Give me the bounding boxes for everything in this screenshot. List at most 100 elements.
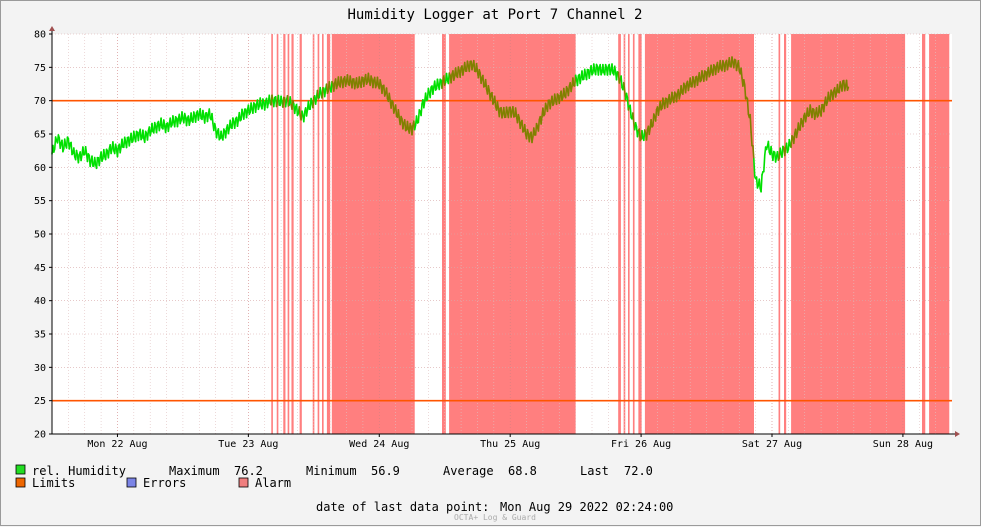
series-segment <box>166 124 167 133</box>
series-segment <box>86 147 87 154</box>
watermark-text: OCTA+ Log & Guard <box>454 513 536 522</box>
series-segment <box>350 76 351 81</box>
y-tick-label: 65 <box>34 130 46 141</box>
series-segment <box>806 116 807 122</box>
series-segment <box>511 111 512 117</box>
series-segment <box>541 117 542 124</box>
series-segment <box>299 107 300 116</box>
series-segment <box>495 96 496 106</box>
series-segment <box>129 139 130 146</box>
series-segment <box>106 149 107 159</box>
series-segment <box>287 96 288 106</box>
series-segment <box>182 112 183 119</box>
series-segment <box>707 72 708 79</box>
series-segment <box>516 108 517 116</box>
x-tick-label: Sun 28 Aug <box>873 439 933 450</box>
series-segment <box>433 87 434 94</box>
series-segment <box>492 93 493 104</box>
series-segment <box>207 115 208 122</box>
series-segment <box>460 68 461 77</box>
series-segment <box>290 97 291 105</box>
x-tick-label: Sat 27 Aug <box>742 439 802 450</box>
series-segment <box>403 123 404 129</box>
series-segment <box>649 128 650 134</box>
series-segment <box>720 61 721 69</box>
series-segment <box>612 64 613 73</box>
series-segment <box>474 61 475 72</box>
y-tick-label: 55 <box>34 196 46 207</box>
series-segment <box>550 102 551 109</box>
series-segment <box>729 58 730 67</box>
series-segment <box>343 79 344 88</box>
series-segment <box>74 148 75 157</box>
series-segment <box>695 77 696 87</box>
series-segment <box>702 71 703 77</box>
average-value: 68.8 <box>508 464 537 478</box>
y-tick-label: 40 <box>34 296 46 307</box>
series-segment <box>338 77 339 85</box>
series-segment <box>83 147 84 155</box>
series-segment <box>741 68 742 78</box>
series-segment <box>633 113 634 123</box>
series-segment <box>334 83 335 91</box>
y-tick-label: 70 <box>34 96 46 107</box>
series-segment <box>637 131 638 137</box>
series-segment <box>237 120 238 126</box>
series-segment <box>269 95 270 103</box>
last-label: Last <box>580 464 609 478</box>
series-segment <box>547 100 548 111</box>
series-segment <box>711 65 712 72</box>
series-segment <box>821 105 822 116</box>
series-segment <box>759 179 760 188</box>
series-segment <box>447 74 448 81</box>
series-segment <box>686 84 687 93</box>
series-segment <box>656 110 657 121</box>
series-segment <box>352 79 353 88</box>
last-value: 72.0 <box>624 464 653 478</box>
series-segment <box>483 76 484 87</box>
series-segment <box>209 109 210 118</box>
y-tick-label: 45 <box>34 263 46 274</box>
series-segment <box>90 161 91 166</box>
series-segment <box>405 120 406 131</box>
series-segment <box>747 99 748 114</box>
series-segment <box>704 71 705 81</box>
series-segment <box>361 77 362 87</box>
series-segment <box>412 125 413 134</box>
series-segment <box>134 131 135 137</box>
series-segment <box>451 74 452 83</box>
x-tick-label: Tue 23 Aug <box>218 439 278 450</box>
series-segment <box>716 66 717 74</box>
series-segment <box>373 80 374 87</box>
series-segment <box>364 79 365 86</box>
series-segment <box>573 78 574 86</box>
series-segment <box>520 123 521 129</box>
series-segment <box>522 121 523 132</box>
series-segment <box>173 116 174 122</box>
series-segment <box>387 88 388 99</box>
series-segment <box>147 131 148 140</box>
legend-swatch-humidity <box>16 465 25 474</box>
legend-limits-label: Limits <box>32 476 75 490</box>
series-segment <box>754 159 755 177</box>
series-segment <box>99 157 100 165</box>
series-segment <box>745 85 746 99</box>
series-segment <box>580 78 581 84</box>
series-segment <box>798 123 799 130</box>
legend: rel. Humidity Maximum 76.2 Minimum 56.9 … <box>16 464 653 490</box>
series-segment <box>382 86 383 93</box>
series-segment <box>377 77 378 86</box>
series-segment <box>161 118 162 128</box>
series-segment <box>97 158 98 169</box>
series-segment <box>286 100 287 107</box>
series-segment <box>785 148 786 156</box>
series-segment <box>837 85 838 92</box>
series-segment <box>456 68 457 76</box>
series-segment <box>791 136 792 147</box>
series-segment <box>499 108 500 116</box>
series-segment <box>771 147 772 154</box>
series-segment <box>274 98 275 107</box>
minimum-label: Minimum <box>306 464 357 478</box>
